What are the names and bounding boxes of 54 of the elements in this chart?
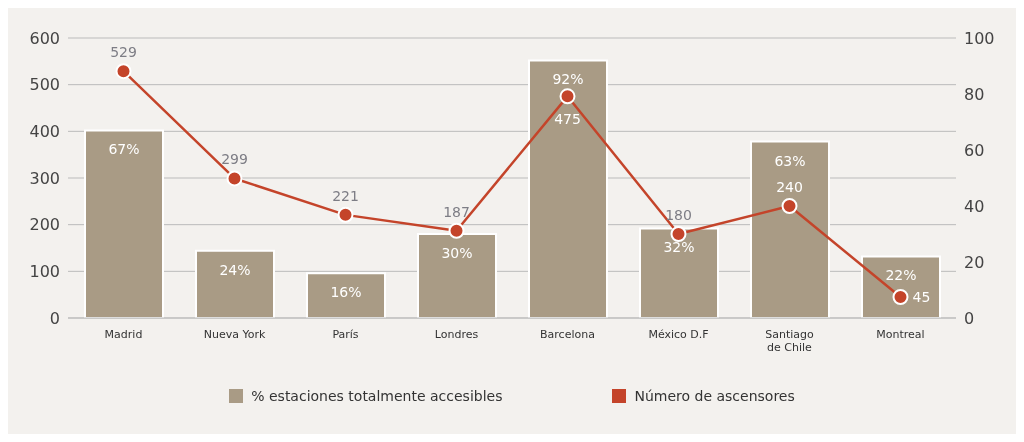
y-tick-label: 300 <box>29 168 60 188</box>
data-label: 24% <box>219 261 251 278</box>
y-tick-label: 600 <box>29 28 60 48</box>
data-label: 299 <box>221 151 248 168</box>
point <box>781 198 798 214</box>
bar <box>639 227 719 318</box>
bar <box>861 255 941 318</box>
point <box>892 289 909 305</box>
point <box>115 63 132 80</box>
data-label: 475 <box>554 111 581 128</box>
x-tick-label: México D.F <box>648 328 709 341</box>
data-label: 32% <box>663 239 695 256</box>
x-tick-label: Londres <box>434 328 479 341</box>
y2-tick-label: 60 <box>964 140 985 160</box>
bar <box>528 59 608 318</box>
y-tick-label: 400 <box>29 122 60 142</box>
y2-tick-label: 100 <box>964 28 995 48</box>
point <box>670 226 687 242</box>
data-label: 180 <box>665 207 692 224</box>
data-label: 67% <box>108 141 140 158</box>
x-tick-label: Nueva York <box>203 328 266 341</box>
data-label: 221 <box>332 187 359 204</box>
bar <box>306 272 386 318</box>
y-tick-label: 100 <box>29 262 60 282</box>
data-label: 22% <box>885 267 917 284</box>
point <box>559 88 576 105</box>
y2-tick-label: 0 <box>964 308 975 328</box>
y-tick-label: 0 <box>49 308 60 328</box>
bar <box>195 249 275 318</box>
point <box>448 222 465 239</box>
x-tick-label: Santiago de Chile <box>765 328 815 354</box>
data-label: 240 <box>776 179 803 195</box>
legend-label: Número de ascensores <box>633 388 795 404</box>
point <box>226 170 243 187</box>
y-tick-label: 500 <box>29 75 60 95</box>
legend-label: % estaciones totalmente accesibles <box>250 388 503 404</box>
y2-tick-label: 40 <box>964 196 985 216</box>
point <box>337 206 354 223</box>
data-label: 529 <box>110 44 137 61</box>
data-label: 45 <box>912 289 931 305</box>
x-tick-label: Barcelona <box>540 328 595 341</box>
y2-tick-label: 20 <box>964 252 985 272</box>
x-tick-label: Madrid <box>104 328 143 341</box>
data-label: 16% <box>330 284 362 301</box>
bar <box>750 140 830 318</box>
y2-tick-label: 80 <box>964 84 985 104</box>
x-tick-label: París <box>332 328 359 341</box>
x-tick-label: Montreal <box>876 328 925 341</box>
y-tick-label: 200 <box>29 215 60 235</box>
data-label: 63% <box>774 152 806 169</box>
data-label: 30% <box>441 245 473 261</box>
bar <box>84 129 164 318</box>
data-label: 187 <box>443 203 470 220</box>
data-label: 92% <box>552 71 584 88</box>
